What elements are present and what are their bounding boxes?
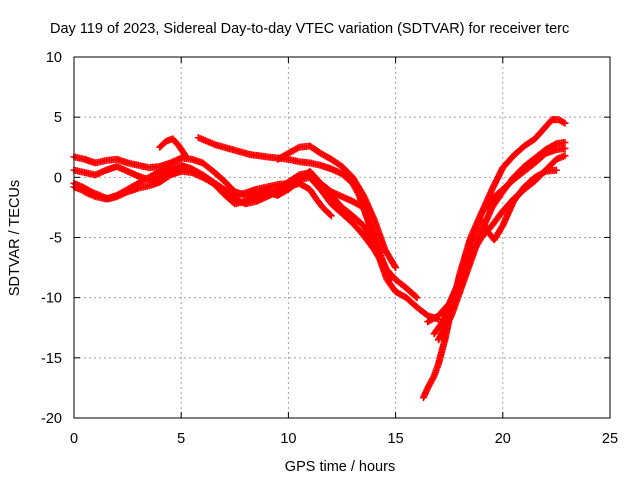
- data-point: [392, 264, 400, 272]
- x-tick-label: 0: [70, 431, 78, 447]
- axis-ticks: 0 5 10 15 20 25 -20 -15 -10 -5 0 5 10: [41, 50, 618, 447]
- x-tick-label: 20: [495, 431, 511, 447]
- data-point-interp: [412, 293, 420, 301]
- series-track-j: [424, 116, 569, 326]
- data-point: [181, 152, 189, 160]
- x-tick-label: 10: [280, 431, 296, 447]
- data-point: [561, 138, 569, 146]
- data-point-interp: [326, 211, 334, 219]
- y-tick-label: 0: [54, 170, 62, 186]
- x-axis-label: GPS time / hours: [285, 459, 395, 475]
- series-track-l: [477, 166, 560, 244]
- x-tick-label: 25: [602, 431, 618, 447]
- y-tick-label: -15: [41, 351, 62, 367]
- data-point-interp: [181, 150, 189, 158]
- data-point: [387, 276, 395, 284]
- data-point-interp: [294, 144, 302, 152]
- data-point: [327, 212, 335, 220]
- data-point-interp: [391, 262, 399, 270]
- x-tick-label: 15: [388, 431, 404, 447]
- y-tick-label: -20: [41, 411, 62, 427]
- data-layer: [70, 116, 569, 402]
- data-point: [561, 144, 569, 152]
- data-point-interp: [429, 373, 437, 381]
- data-point: [552, 166, 560, 174]
- y-tick-label: 10: [46, 50, 62, 66]
- y-tick-label: -5: [49, 231, 62, 247]
- x-tick-label: 5: [177, 431, 185, 447]
- data-point-interp: [551, 141, 559, 148]
- y-tick-label: -10: [41, 291, 62, 307]
- series-track-g: [274, 142, 400, 272]
- y-axis-label: SDTVAR / TECUs: [7, 180, 23, 296]
- data-point: [561, 119, 569, 127]
- series-track-e: [156, 135, 189, 160]
- y-tick-label: 5: [54, 110, 62, 126]
- data-point-interp: [540, 168, 548, 176]
- chart-title: Day 119 of 2023, Sidereal Day-to-day VTE…: [50, 21, 569, 37]
- data-point: [561, 152, 569, 160]
- data-point: [413, 294, 421, 302]
